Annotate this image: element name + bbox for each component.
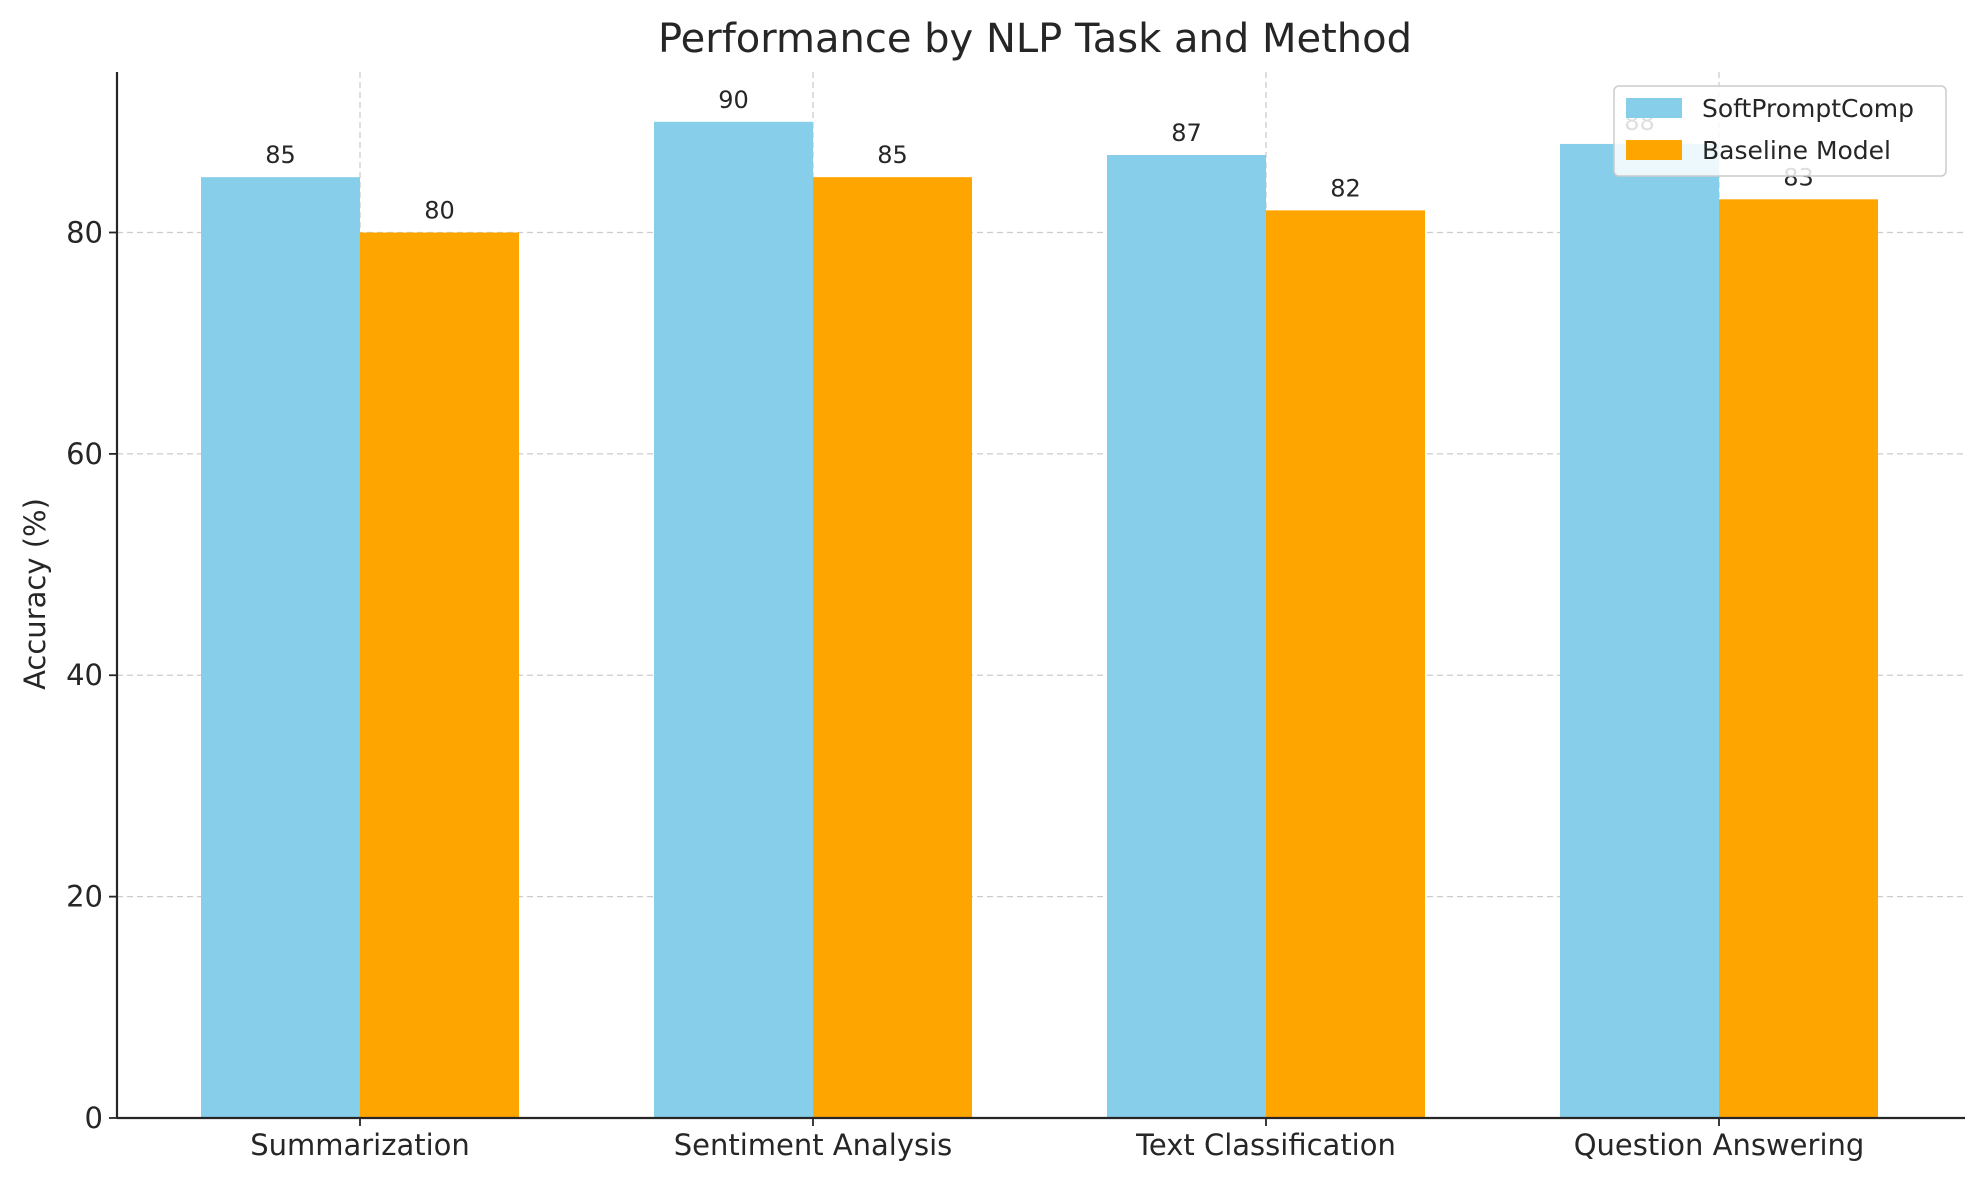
bar-baseline-model-question-answering — [1719, 199, 1878, 1118]
bars — [201, 121, 1878, 1119]
bar-softpromptcomp-summarization — [201, 177, 360, 1118]
data-label-baseline-model-summarization: 80 — [424, 196, 455, 224]
data-label-baseline-model-text-classification: 82 — [1330, 174, 1361, 202]
x-tick-label-summarization: Summarization — [250, 1128, 470, 1162]
bar-softpromptcomp-text-classification — [1107, 155, 1266, 1118]
chart-title: Performance by NLP Task and Method — [658, 16, 1412, 62]
axes — [115, 72, 1965, 1120]
bar-baseline-model-text-classification — [1266, 210, 1425, 1118]
legend-label-softpromptcomp: SoftPromptComp — [1702, 94, 1914, 123]
legend-label-baseline-model: Baseline Model — [1702, 136, 1891, 165]
y-tick-label-20: 20 — [66, 880, 103, 914]
y-tick-label-0: 0 — [85, 1101, 103, 1135]
bar-baseline-model-sentiment-analysis — [813, 177, 972, 1118]
y-tick-label-40: 40 — [66, 658, 103, 692]
legend-swatch-baseline-model — [1626, 140, 1682, 160]
data-label-softpromptcomp-text-classification: 87 — [1171, 119, 1202, 147]
ticks: 0 20 40 60 80 Summarization Sentiment Analysis… — [66, 215, 1864, 1162]
y-axis-label: Accuracy (%) — [18, 498, 52, 690]
bar-softpromptcomp-sentiment-analysis — [654, 121, 813, 1119]
y-tick-label-60: 60 — [66, 437, 103, 471]
legend: SoftPromptComp Baseline Model — [1613, 85, 1947, 177]
bar-softpromptcomp-question-answering — [1560, 143, 1719, 1118]
data-label-softpromptcomp-sentiment-analysis: 90 — [718, 86, 749, 114]
x-tick-label-sentiment-analysis: Sentiment Analysis — [674, 1128, 953, 1162]
data-label-softpromptcomp-summarization: 85 — [265, 141, 296, 169]
x-tick-label-question-answering: Question Answering — [1574, 1128, 1865, 1162]
legend-swatch-softpromptcomp — [1626, 98, 1682, 118]
data-label-baseline-model-sentiment-analysis: 85 — [877, 141, 908, 169]
x-tick-label-text-classification: Text Classification — [1135, 1128, 1396, 1162]
legend-box — [1613, 85, 1947, 177]
y-tick-label-80: 80 — [66, 215, 103, 249]
bar-baseline-model-summarization — [360, 232, 519, 1118]
